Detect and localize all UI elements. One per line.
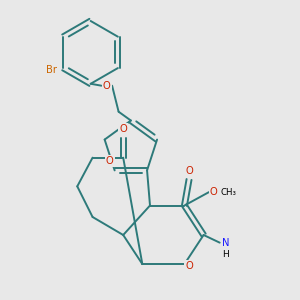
Text: O: O <box>185 261 193 271</box>
Text: CH₃: CH₃ <box>220 188 236 197</box>
Text: O: O <box>185 166 193 176</box>
Text: Br: Br <box>46 65 57 75</box>
Text: O: O <box>106 156 113 166</box>
Text: O: O <box>210 187 218 197</box>
Text: N: N <box>222 238 230 248</box>
Text: O: O <box>119 124 127 134</box>
Text: O: O <box>103 81 111 91</box>
Text: H: H <box>222 250 229 259</box>
